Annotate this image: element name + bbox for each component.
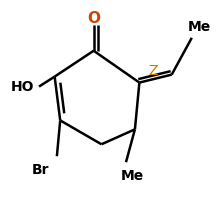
Text: HO: HO: [10, 80, 34, 94]
Text: Br: Br: [31, 163, 49, 177]
Text: Me: Me: [121, 169, 144, 183]
Text: Me: Me: [188, 20, 211, 34]
Text: Z: Z: [148, 64, 157, 78]
Text: O: O: [87, 11, 100, 26]
